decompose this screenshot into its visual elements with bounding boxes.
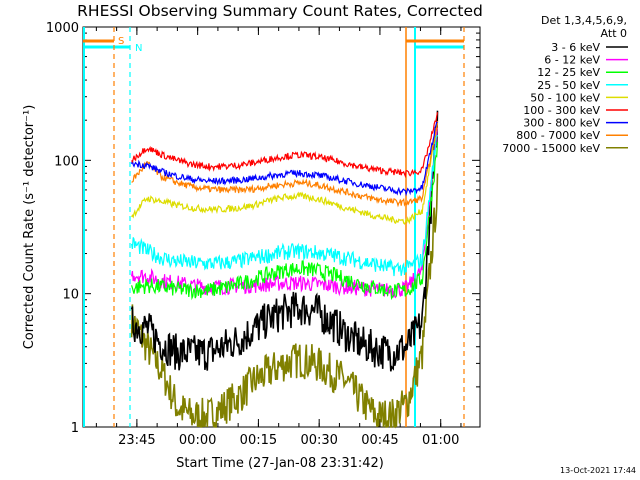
series-line-50-100-kev [131,122,439,225]
x-tick-label: 00:30 [300,433,337,448]
series-line-25-50-kev [131,134,438,277]
series-line-800-7000-kev [131,120,439,208]
legend-entry-label: 100 - 300 keV [523,104,600,117]
x-tick-label: 23:45 [118,433,155,448]
chart-title: RHESSI Observing Summary Count Rates, Co… [77,2,483,20]
legend-entry-label: 3 - 6 keV [551,41,600,54]
y-axis: 1 10 100 1000 [46,21,480,436]
legend-header-line-2: Att 0 [601,27,627,40]
series-line-12-25-kev [131,142,439,301]
series-line-7000-15000-kev [130,173,439,429]
x-tick-label: 00:45 [361,433,398,448]
legend-entry-label: 12 - 25 keV [537,66,600,79]
saa-marker-label: S [118,36,124,47]
y-tick-label: 1000 [46,21,79,36]
timestamp: 13-Oct-2021 17:44 [560,466,636,475]
legend-entry-label: 800 - 7000 keV [516,129,600,142]
legend-entry-label: 300 - 800 keV [523,117,600,130]
legend-entry-label: 50 - 100 keV [530,91,600,104]
series-line-3-6-kev [130,110,439,372]
y-axis-label-text: Corrected Count Rate (s⁻¹ detector⁻¹) [22,105,37,350]
legend-header-line-1: Det 1,3,4,5,6,9, [541,14,627,27]
series-line-300-800-kev [131,121,438,197]
legend-entry-label: 25 - 50 keV [537,79,600,92]
series-line-6-12-kev [131,127,439,299]
x-tick-label: 00:00 [179,433,216,448]
series-group [130,110,439,429]
y-axis-label: Corrected Count Rate (s⁻¹ detector⁻¹) [22,105,37,350]
x-axis-label: Start Time (27-Jan-08 23:31:42) [176,456,384,471]
x-tick-label: 01:00 [422,433,459,448]
series-line-100-300-kev [131,112,439,179]
marker-lines: SN [83,27,465,427]
y-tick-label: 100 [54,154,79,169]
legend-entry-label: 6 - 12 keV [544,54,600,67]
y-tick-label: 1 [71,421,79,436]
y-tick-label: 10 [62,288,79,303]
x-tick-label: 00:15 [240,433,277,448]
night-marker-label: N [135,43,142,54]
legend-entry-label: 7000 - 15000 keV [502,142,600,155]
x-axis: 23:45 00:00 00:15 00:30 00:45 01:00 [95,27,462,448]
